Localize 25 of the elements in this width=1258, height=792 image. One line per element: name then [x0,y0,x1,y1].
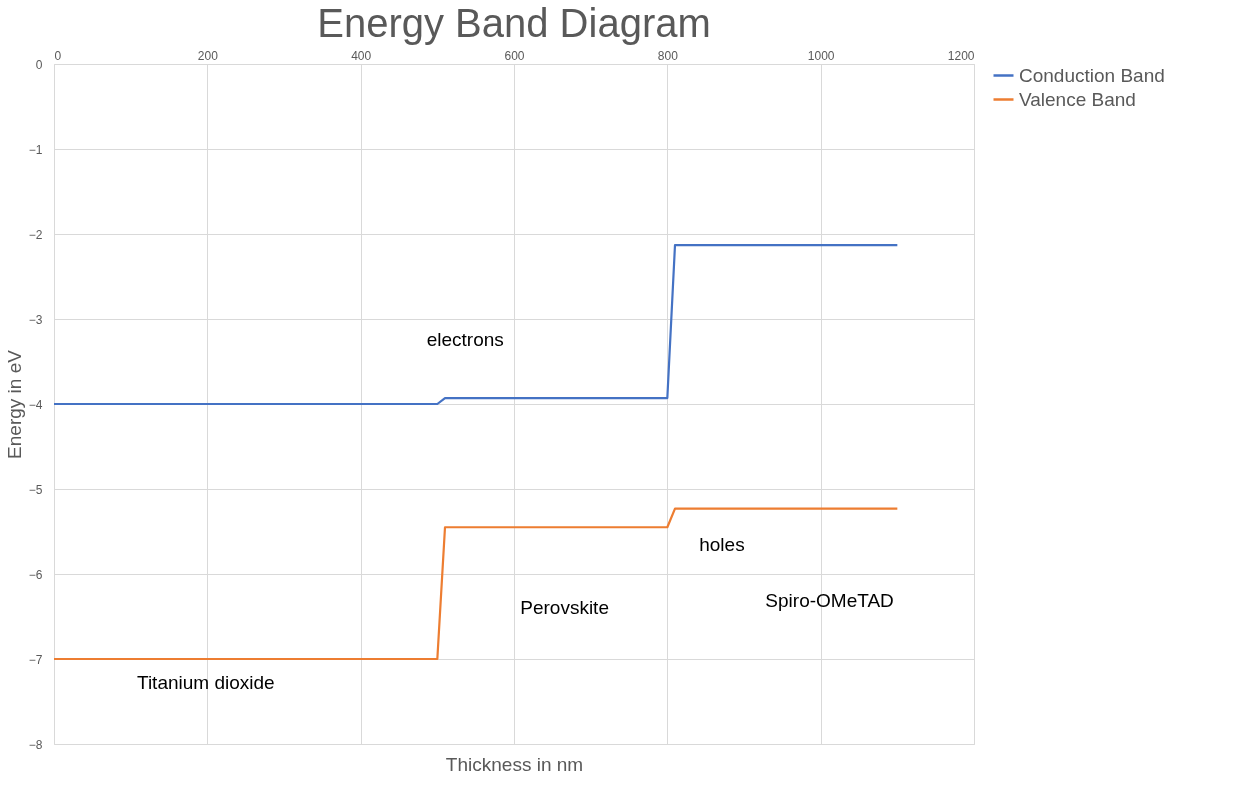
x-axis-title: Thickness in nm [445,753,584,775]
legend-label: Valence Band [1019,88,1136,110]
y-tick-label: −3 [28,312,43,327]
annotation: Spiro-OMeTAD [765,590,894,612]
y-tick-label: −1 [28,142,43,157]
x-tick-label: 1200 [947,48,975,63]
annotation: Perovskite [520,597,609,618]
x-tick-label: 200 [197,48,219,63]
chart-title: Energy Band Diagram [317,1,711,45]
y-axis-title: Energy in eV [3,349,25,459]
x-tick-label: 600 [504,48,525,63]
y-tick-label: −5 [28,482,43,497]
x-tick-label: 400 [351,48,372,63]
x-tick-label: 0 [54,48,62,63]
y-tick-label: −7 [28,652,43,667]
y-tick-label: −2 [28,227,43,242]
y-tick-label: −6 [28,567,43,582]
x-tick-label: 1000 [807,48,835,63]
annotation: electrons [426,329,504,351]
x-tick-label: 800 [657,48,679,63]
y-tick-label: −4 [28,397,43,412]
legend-label: Conduction Band [1019,64,1165,86]
annotation: holes [699,534,745,556]
annotation: Titanium dioxide [136,671,275,693]
y-tick-label: −8 [28,737,43,752]
